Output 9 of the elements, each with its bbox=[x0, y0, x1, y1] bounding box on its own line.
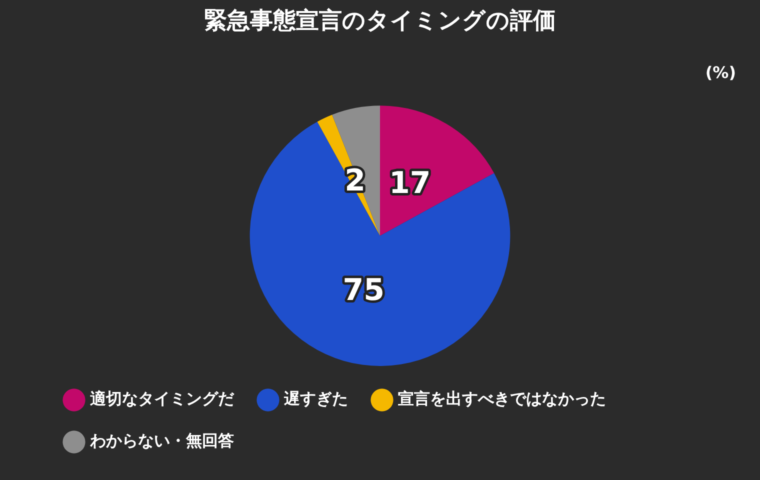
text: (%) bbox=[705, 63, 736, 82]
data-label: 17 bbox=[388, 166, 431, 202]
legend-label: 遅すぎた bbox=[283, 389, 348, 408]
data-label: 2 bbox=[344, 164, 366, 199]
legend-label: わからない・無回答 bbox=[89, 431, 234, 450]
legend-label: 宣言を出すべきではなかった bbox=[398, 389, 606, 408]
chart-title: 緊急事態宣言のタイミングの評価 bbox=[204, 6, 556, 34]
data-label: 75 bbox=[342, 272, 385, 308]
legend-label: 適切なタイミングだ bbox=[89, 389, 235, 408]
